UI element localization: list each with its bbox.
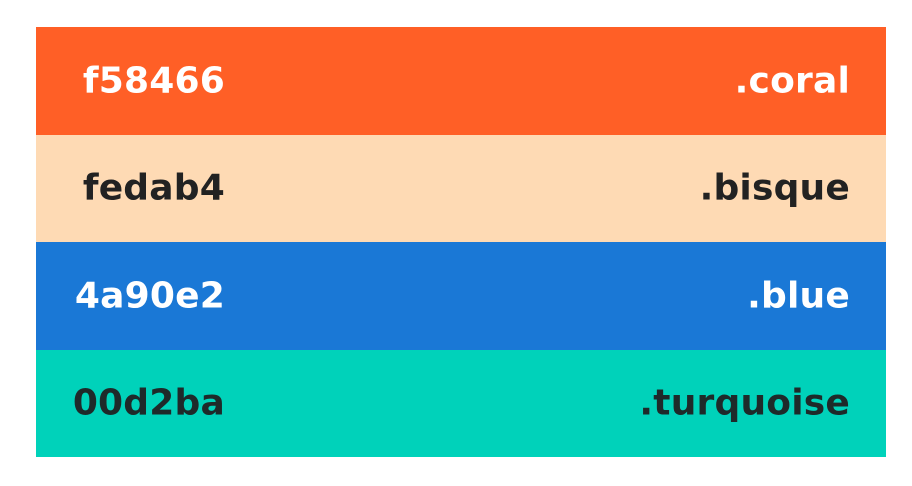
swatch-class-name: .coral bbox=[734, 60, 850, 102]
swatch-class-name: .blue bbox=[747, 275, 850, 317]
swatch-row: 00d2ba .turquoise bbox=[36, 349, 886, 457]
swatch-hex-code: 4a90e2 bbox=[74, 275, 225, 317]
swatch-class-name: .bisque bbox=[699, 167, 850, 209]
swatch-class-name: .turquoise bbox=[639, 382, 850, 424]
color-swatch-list: f58466 .coral fedab4 .bisque 4a90e2 .blu… bbox=[36, 27, 886, 457]
swatch-row: f58466 .coral bbox=[36, 27, 886, 135]
swatch-hex-code: f58466 bbox=[82, 60, 225, 102]
swatch-row: fedab4 .bisque bbox=[36, 134, 886, 242]
swatch-hex-code: 00d2ba bbox=[72, 382, 225, 424]
swatch-row: 4a90e2 .blue bbox=[36, 242, 886, 350]
swatch-hex-code: fedab4 bbox=[82, 167, 225, 209]
